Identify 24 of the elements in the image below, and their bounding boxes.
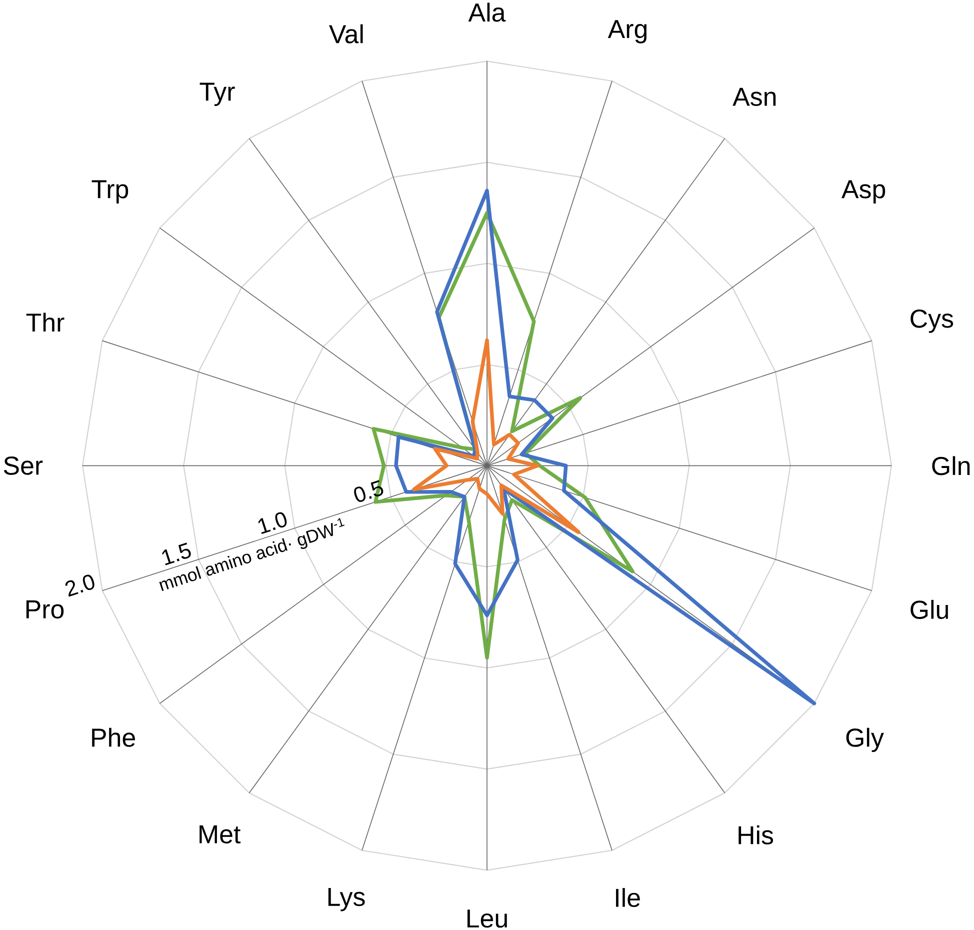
spoke-label: Asn — [732, 88, 776, 106]
spoke-label: Arg — [608, 20, 646, 44]
spoke-label: Thr — [26, 312, 64, 332]
y-tick-label: 1.5 — [162, 542, 191, 566]
spoke-label: Glu — [910, 600, 948, 619]
spoke-label: Asp — [842, 180, 886, 204]
spoke-label: Pro — [26, 600, 64, 618]
y-tick-label: 1.0 — [258, 512, 287, 534]
spoke-label: Lys — [328, 888, 365, 912]
spoke-label: Met — [200, 825, 241, 844]
spoke-label: Ala — [468, 2, 506, 22]
spoke-label: Cys — [910, 309, 954, 333]
spoke-label: Gly — [846, 728, 884, 752]
spoke-label: Trp — [92, 180, 128, 204]
spoke-label: Val — [329, 24, 363, 44]
spoke-label: Leu — [467, 909, 507, 928]
spoke-label: Gln — [932, 456, 970, 475]
y-tick-label: 0.5 — [354, 480, 384, 502]
spoke-label: Tyr — [200, 82, 235, 106]
spoke-label: Phe — [92, 728, 135, 747]
spoke-label: Ile — [616, 888, 640, 907]
y-tick-label: 2.0 — [65, 574, 94, 596]
spoke-label: His — [738, 825, 774, 844]
spoke-label: Ser — [4, 456, 43, 475]
